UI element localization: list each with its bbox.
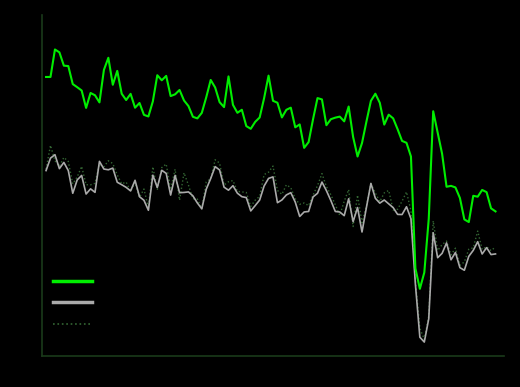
Legend: , , : , , bbox=[53, 275, 95, 332]
